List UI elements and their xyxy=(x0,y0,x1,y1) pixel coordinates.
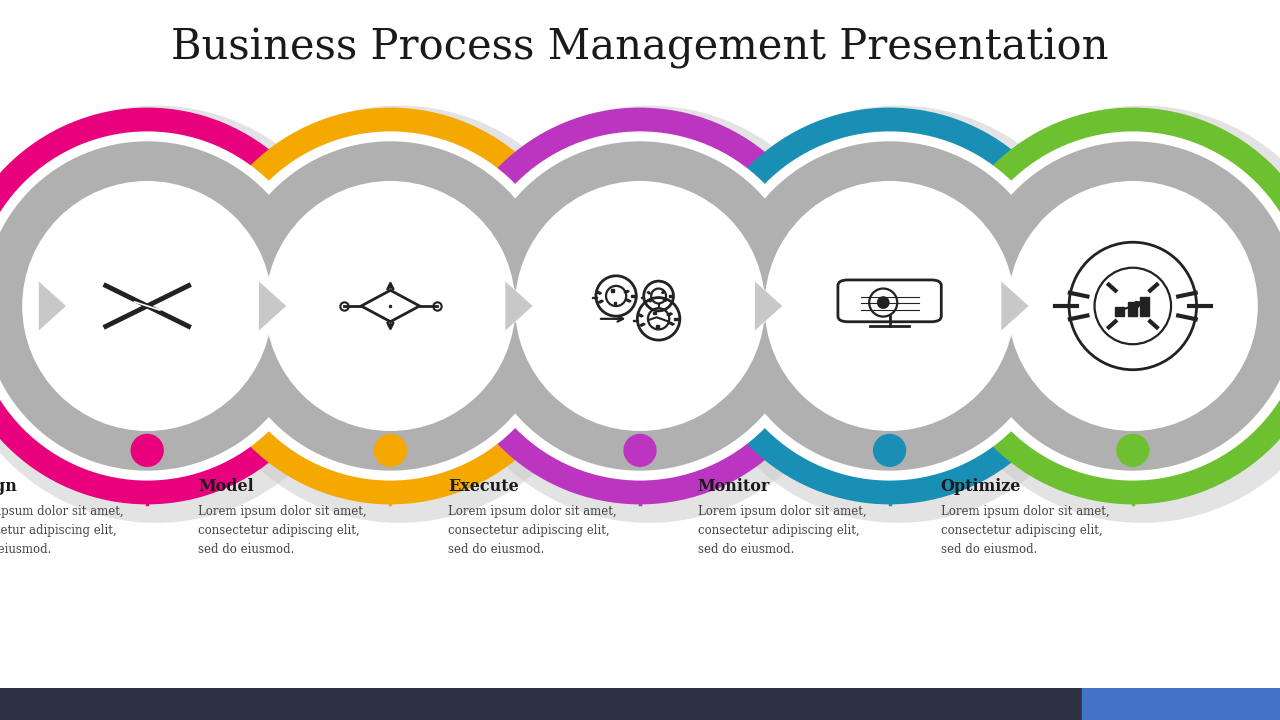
Text: Monitor: Monitor xyxy=(698,478,771,495)
Ellipse shape xyxy=(959,131,1280,480)
Text: Design: Design xyxy=(0,478,17,495)
Bar xyxy=(172,297,186,315)
Bar xyxy=(596,292,602,294)
Text: Lorem ipsum dolor sit amet,
consectetur adipiscing elit,
sed do eiusmod.: Lorem ipsum dolor sit amet, consectetur … xyxy=(698,505,867,557)
Ellipse shape xyxy=(1007,181,1258,431)
Ellipse shape xyxy=(968,141,1280,471)
Bar xyxy=(611,289,613,292)
Bar xyxy=(549,297,595,315)
Ellipse shape xyxy=(442,107,838,505)
Bar xyxy=(648,292,650,294)
Ellipse shape xyxy=(475,141,805,471)
Bar xyxy=(669,323,675,325)
Ellipse shape xyxy=(716,131,1064,480)
Ellipse shape xyxy=(22,181,273,431)
Bar xyxy=(306,297,352,315)
Bar xyxy=(598,300,603,303)
Ellipse shape xyxy=(0,131,321,480)
Text: Execute: Execute xyxy=(448,478,518,495)
Bar xyxy=(1082,688,1280,720)
Ellipse shape xyxy=(1116,433,1149,467)
Ellipse shape xyxy=(764,181,1015,431)
Ellipse shape xyxy=(933,106,1280,523)
Text: Model: Model xyxy=(198,478,253,495)
Bar xyxy=(1048,297,1094,315)
Bar xyxy=(637,314,644,317)
Bar xyxy=(653,312,657,315)
Bar xyxy=(667,313,672,316)
Ellipse shape xyxy=(440,106,858,523)
Bar xyxy=(591,297,596,298)
Bar xyxy=(663,299,667,302)
Text: Lorem ipsum dolor sit amet,
consectetur adipiscing elit,
sed do eiusmod.: Lorem ipsum dolor sit amet, consectetur … xyxy=(941,505,1110,557)
Text: Business Process Management Presentation: Business Process Management Presentation xyxy=(172,27,1108,69)
Bar xyxy=(662,291,664,293)
Polygon shape xyxy=(38,281,67,331)
Text: Optimize: Optimize xyxy=(941,478,1021,495)
Ellipse shape xyxy=(131,433,164,467)
Bar xyxy=(675,318,680,320)
Ellipse shape xyxy=(466,131,814,480)
Ellipse shape xyxy=(0,107,346,505)
Polygon shape xyxy=(259,281,287,331)
Bar xyxy=(649,300,652,302)
Bar xyxy=(632,320,637,321)
Bar xyxy=(623,290,630,293)
Bar xyxy=(1115,307,1124,315)
Bar xyxy=(657,325,659,328)
Ellipse shape xyxy=(191,106,608,523)
Polygon shape xyxy=(1001,281,1029,331)
Ellipse shape xyxy=(0,106,365,523)
Ellipse shape xyxy=(691,107,1088,505)
Ellipse shape xyxy=(192,107,589,505)
Bar xyxy=(640,323,645,326)
Polygon shape xyxy=(755,281,782,331)
Text: Lorem ipsum dolor sit amet,
consectetur adipiscing elit,
sed do eiusmod.: Lorem ipsum dolor sit amet, consectetur … xyxy=(0,505,124,557)
Ellipse shape xyxy=(225,141,556,471)
Bar xyxy=(626,300,631,302)
Bar xyxy=(799,297,845,315)
Ellipse shape xyxy=(724,141,1055,471)
Ellipse shape xyxy=(934,107,1280,505)
Bar xyxy=(613,302,616,305)
Text: Lorem ipsum dolor sit amet,
consectetur adipiscing elit,
sed do eiusmod.: Lorem ipsum dolor sit amet, consectetur … xyxy=(448,505,617,557)
Ellipse shape xyxy=(216,131,564,480)
Bar xyxy=(1140,297,1149,315)
Ellipse shape xyxy=(877,296,890,309)
Bar xyxy=(421,297,435,315)
Ellipse shape xyxy=(873,433,906,467)
Bar xyxy=(0,688,1082,720)
Bar xyxy=(631,295,636,297)
Ellipse shape xyxy=(623,433,657,467)
Ellipse shape xyxy=(265,181,516,431)
Bar xyxy=(914,297,928,315)
Polygon shape xyxy=(504,281,534,331)
Ellipse shape xyxy=(0,141,312,471)
Ellipse shape xyxy=(515,181,765,431)
Ellipse shape xyxy=(374,433,407,467)
Ellipse shape xyxy=(690,106,1107,523)
Bar xyxy=(669,295,673,297)
Bar xyxy=(671,297,685,315)
Bar xyxy=(1128,302,1137,315)
Text: Lorem ipsum dolor sit amet,
consectetur adipiscing elit,
sed do eiusmod.: Lorem ipsum dolor sit amet, consectetur … xyxy=(198,505,367,557)
